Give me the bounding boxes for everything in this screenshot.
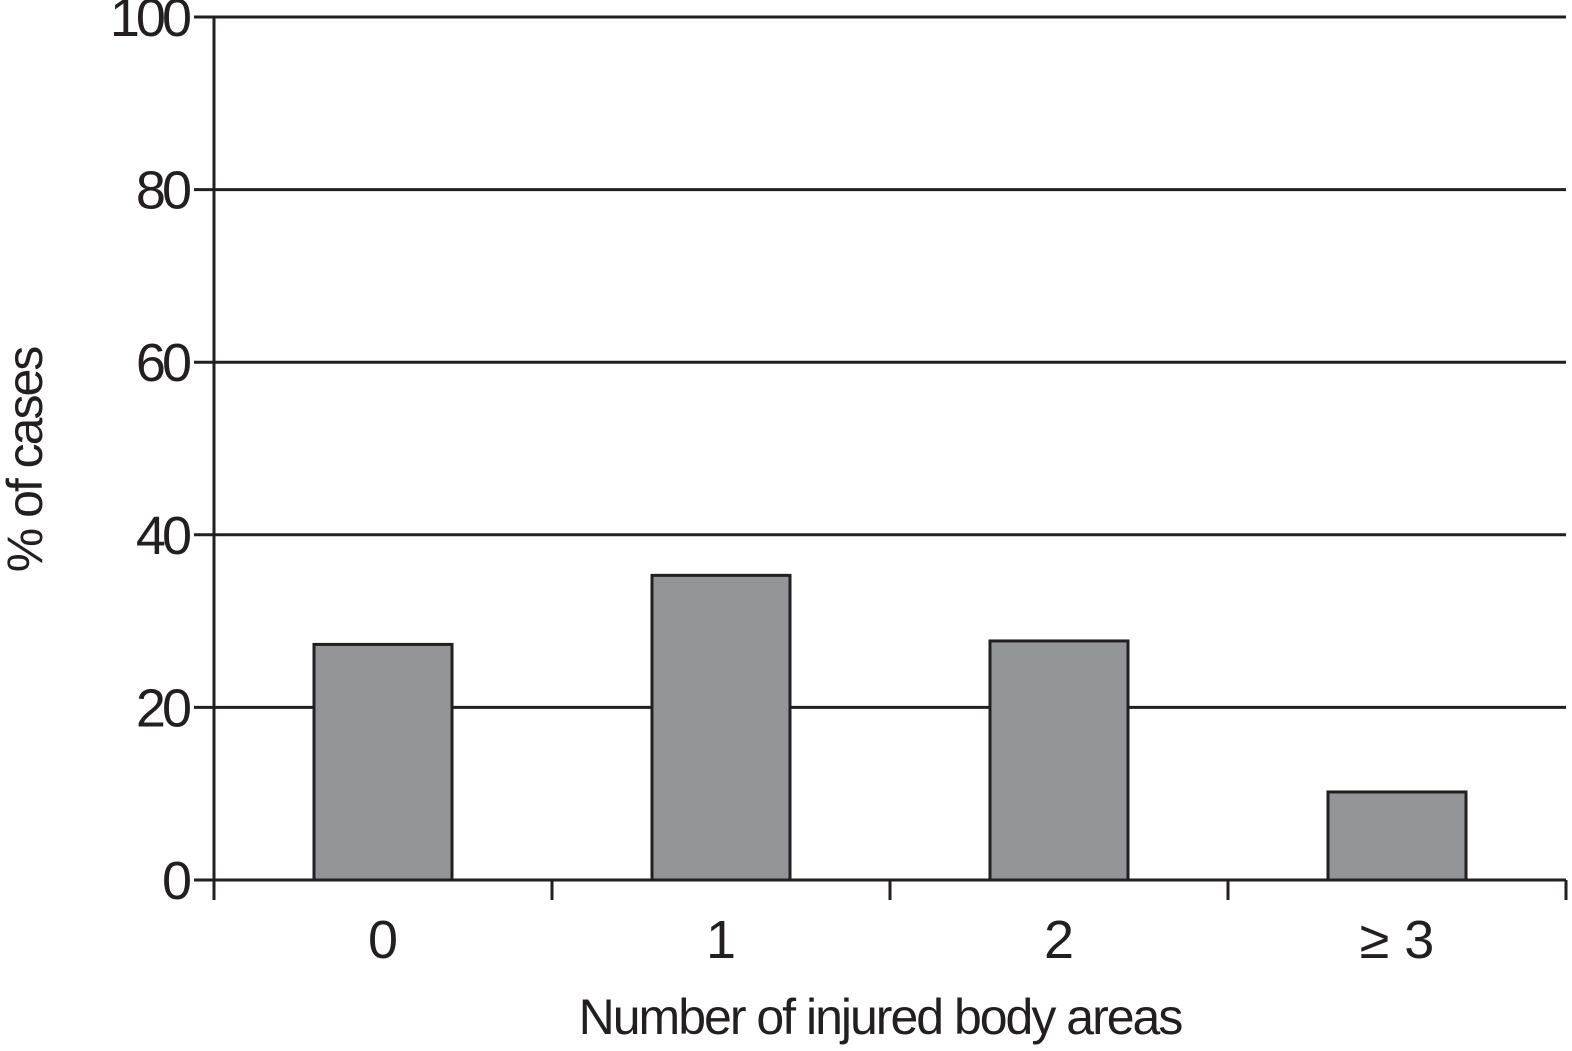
y-tick-label: 0	[162, 851, 190, 911]
bar-4	[1326, 790, 1468, 882]
y-tick-label: 100	[110, 0, 190, 48]
y-tick-label: 40	[136, 506, 190, 566]
bar-2	[650, 573, 792, 882]
y-tick-labels: 0 20 40 60 80 100	[110, 0, 194, 911]
x-tick-label: 2	[1044, 910, 1074, 970]
x-tick-label: 0	[368, 910, 398, 970]
axes	[194, 15, 1568, 900]
y-tick-label: 60	[136, 333, 190, 393]
y-axis-label: % of cases	[0, 347, 53, 573]
x-tick-label: ≥ 3	[1360, 910, 1435, 970]
bars	[312, 573, 1468, 882]
y-tick-label: 20	[136, 678, 190, 738]
gridlines	[214, 15, 1566, 709]
x-tick-labels: 0 1 2 ≥ 3	[368, 910, 1434, 970]
y-tick-label: 80	[136, 161, 190, 221]
x-axis-label: Number of injured body areas	[579, 989, 1183, 1045]
x-tick-label: 1	[706, 910, 736, 970]
bar-3	[988, 639, 1130, 882]
bar-1	[312, 642, 454, 882]
